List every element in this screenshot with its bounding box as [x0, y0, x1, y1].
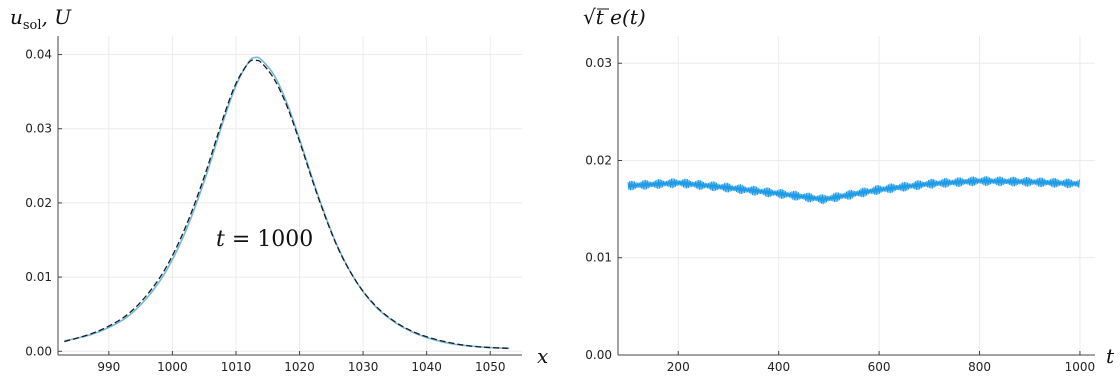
y-tick-label: 0.03 [585, 56, 612, 70]
x-tick-label: 200 [667, 360, 690, 374]
annotation: t = 1000 [216, 227, 313, 252]
annotation-rest: = 1000 [225, 227, 313, 252]
y-axis-label: √t e(t) [583, 5, 646, 29]
y-label-part: u [10, 5, 23, 29]
x-tick-label: 1000 [1065, 360, 1096, 374]
y-tick-label: 0.00 [25, 344, 52, 358]
panel-1: 990 1000 1010 1020 1030 1040 1050 0.00 0.01 0.02 0… [10, 5, 548, 374]
y-label-part: , U [42, 5, 73, 29]
y-tick-label: 0.02 [25, 196, 52, 210]
x-tick-label: 1020 [284, 360, 315, 374]
y-tick-label: 0.04 [25, 48, 52, 62]
y-tick-label: 0.00 [585, 348, 612, 362]
y-label-subscript: sol [23, 18, 42, 33]
x-tick-label: 800 [968, 360, 991, 374]
series-line-dashed [64, 59, 510, 349]
x-tick-label: 600 [868, 360, 891, 374]
series-line-solid [64, 56, 510, 350]
y-tick-label: 0.02 [585, 153, 612, 167]
x-axis-label: x [537, 344, 548, 368]
x-tick-label: 1030 [348, 360, 379, 374]
x-tick-label: 1000 [157, 360, 188, 374]
x-tick-label: 1050 [475, 360, 506, 374]
y-tick-label: 0.01 [25, 270, 52, 284]
panel-2: 200 400 600 800 1000 0.00 0.01 0.02 0.03 √t e(t) t [583, 5, 1115, 374]
series-line [627, 176, 1081, 205]
x-axis-label: t [1106, 344, 1115, 368]
y-tick-label: 0.01 [585, 251, 612, 265]
y-tick-label: 0.03 [25, 122, 52, 136]
y-label-sqrt: √ [583, 5, 596, 29]
x-tick-label: 1040 [411, 360, 442, 374]
annotation-var: t [216, 227, 225, 252]
y-axis-label: usol, U [10, 5, 72, 33]
x-tick-label: 990 [97, 360, 120, 374]
x-tick-label: 400 [767, 360, 790, 374]
x-tick-label: 1010 [221, 360, 252, 374]
